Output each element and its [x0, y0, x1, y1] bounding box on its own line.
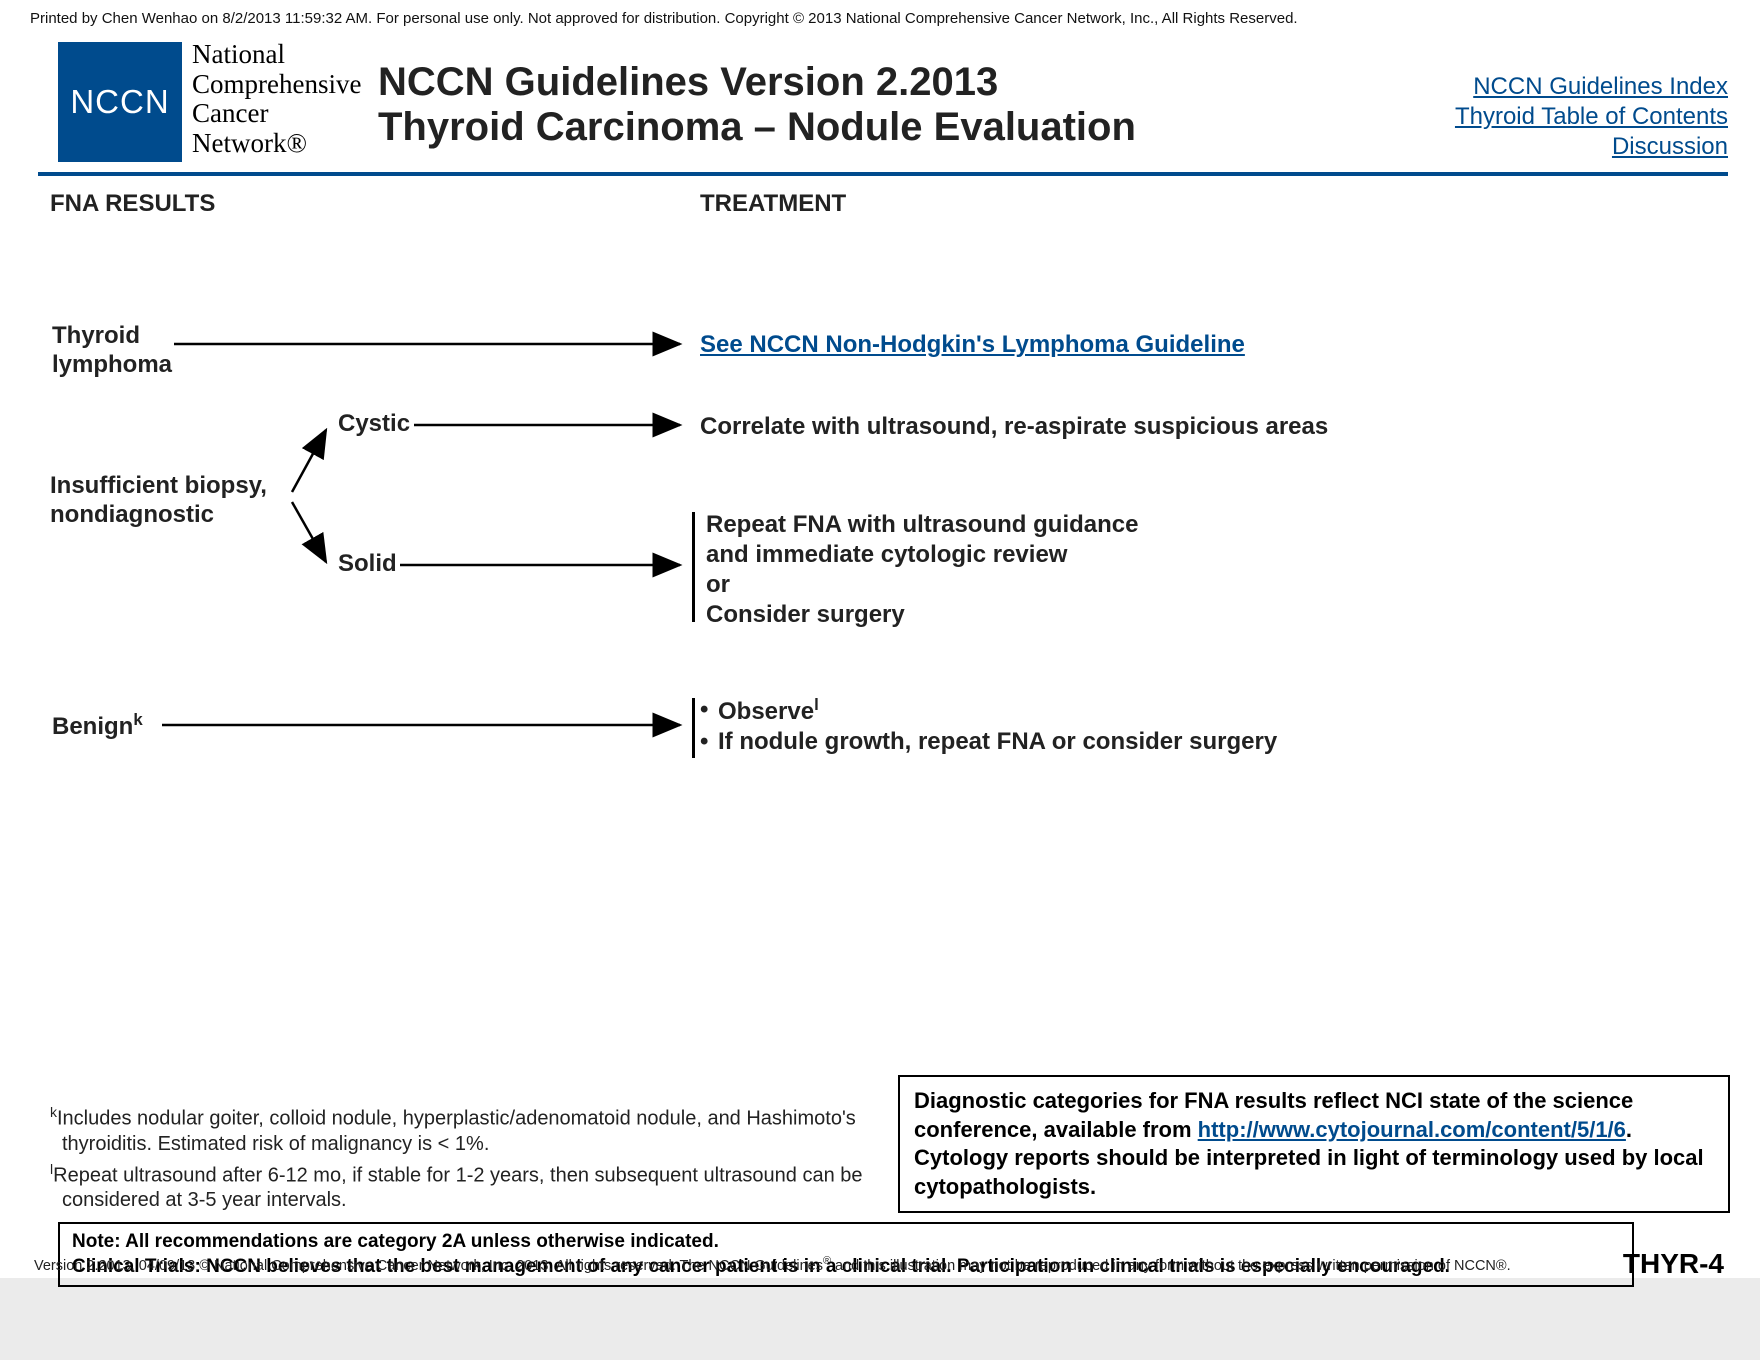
- footnote-l: lRepeat ultrasound after 6-12 mo, if sta…: [50, 1161, 870, 1214]
- link-cytojournal[interactable]: http://www.cytojournal.com/content/5/1/6: [1198, 1117, 1626, 1142]
- title-line1: NCCN Guidelines Version 2.2013: [378, 60, 1136, 105]
- treatment-lymphoma: See NCCN Non-Hodgkin's Lymphoma Guidelin…: [700, 330, 1245, 360]
- nccn-logo: NCCN: [58, 42, 182, 162]
- copyright-footer: Version 2.2013, 04/09/13 © National Comp…: [34, 1255, 1511, 1274]
- diagnostic-categories-box: Diagnostic categories for FNA results re…: [898, 1075, 1730, 1213]
- node-solid: Solid: [338, 550, 397, 579]
- org-name-l2: Comprehensive: [192, 69, 361, 99]
- treatment-cystic: Correlate with ultrasound, re-aspirate s…: [700, 412, 1328, 442]
- page-title: NCCN Guidelines Version 2.2013 Thyroid C…: [378, 60, 1136, 150]
- node-thyroid-lymphoma: Thyroid lymphoma: [52, 322, 172, 380]
- link-discussion[interactable]: Discussion: [1612, 133, 1728, 160]
- title-line2: Thyroid Carcinoma – Nodule Evaluation: [378, 105, 1136, 150]
- node-cystic: Cystic: [338, 410, 410, 439]
- column-header-treatment: TREATMENT: [700, 190, 846, 218]
- header-nav-links: NCCN Guidelines Index Thyroid Table of C…: [1455, 72, 1728, 162]
- footnotes: kIncludes nodular goiter, colloid nodule…: [50, 1104, 870, 1217]
- header-divider: [38, 172, 1728, 176]
- org-name-l1: National: [192, 39, 285, 69]
- treatment-solid: Repeat FNA with ultrasound guidance and …: [706, 510, 1138, 630]
- footnote-k: kIncludes nodular goiter, colloid nodule…: [50, 1104, 870, 1157]
- link-guidelines-index[interactable]: NCCN Guidelines Index: [1473, 73, 1728, 100]
- page-code: THYR-4: [1623, 1248, 1724, 1280]
- node-insufficient-biopsy: Insufficient biopsy, nondiagnostic: [50, 472, 267, 530]
- print-header-line: Printed by Chen Wenhao on 8/2/2013 11:59…: [30, 10, 1298, 27]
- org-name-l4: Network®: [192, 128, 307, 158]
- link-nhl-guideline[interactable]: See NCCN Non-Hodgkin's Lymphoma Guidelin…: [700, 331, 1245, 358]
- treatment-benign: •Observel •If nodule growth, repeat FNA …: [700, 695, 1277, 757]
- column-header-fna: FNA RESULTS: [50, 190, 215, 218]
- bracket-solid: [692, 512, 695, 622]
- org-name: National Comprehensive Cancer Network®: [192, 40, 361, 159]
- link-thyroid-toc[interactable]: Thyroid Table of Contents: [1455, 103, 1728, 130]
- org-name-l3: Cancer: [192, 98, 268, 128]
- bracket-benign: [692, 698, 695, 758]
- node-benign: Benignk: [52, 710, 143, 742]
